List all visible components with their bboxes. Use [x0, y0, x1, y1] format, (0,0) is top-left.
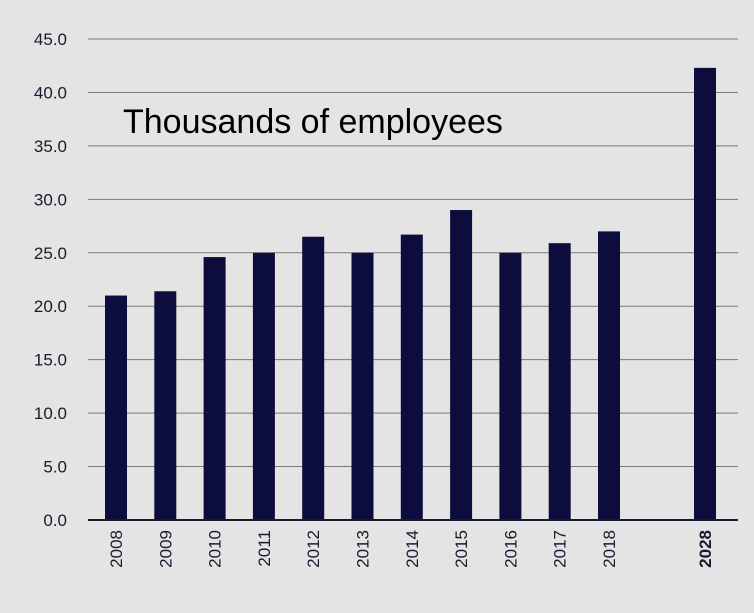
x-tick-label: 2009 — [156, 530, 175, 568]
y-tick-label: 15.0 — [34, 351, 67, 370]
chart-title: Thousands of employees — [123, 103, 503, 141]
x-tick-label: 2016 — [501, 530, 520, 568]
x-tick-label: 2012 — [304, 530, 323, 568]
bar-2014 — [400, 234, 423, 520]
bar-2017 — [548, 243, 571, 520]
x-tick-label: 2017 — [551, 530, 570, 568]
bar-2008 — [105, 295, 127, 520]
x-tick-label: 2014 — [403, 530, 422, 568]
y-tick-label: 5.0 — [43, 458, 67, 477]
bar-2028 — [694, 67, 716, 521]
bar-2016 — [499, 252, 522, 520]
bar-2011 — [252, 252, 275, 520]
bar-2009 — [154, 291, 177, 520]
x-tick-label: 2011 — [255, 530, 274, 567]
bar-2012 — [302, 236, 325, 520]
x-tick-label: 2018 — [600, 530, 619, 568]
bar-2018 — [598, 231, 620, 520]
y-tick-label: 45.0 — [34, 30, 67, 49]
bar-2013 — [351, 252, 374, 520]
bar-2015 — [450, 210, 473, 520]
y-tick-label: 0.0 — [43, 511, 67, 530]
x-axis-ticks: 2008 2009 2010 2011 2012 2013 2014 2015 2016 2017… — [107, 530, 715, 568]
y-tick-label: 10.0 — [34, 404, 67, 423]
y-axis-ticks: 0.0 5.0 10.0 15.0 20.0 25.0 30.0 35.0 40.0 45.0 — [34, 30, 67, 530]
bar-2010 — [203, 257, 226, 520]
bars — [105, 67, 716, 521]
x-tick-label: 2008 — [107, 530, 126, 568]
y-tick-label: 25.0 — [34, 244, 67, 263]
y-tick-label: 40.0 — [34, 83, 67, 102]
y-tick-label: 30.0 — [34, 190, 67, 209]
x-tick-label: 2010 — [206, 530, 225, 568]
x-tick-label: 2028 — [696, 530, 715, 568]
x-tick-label: 2013 — [354, 530, 373, 568]
y-tick-label: 35.0 — [34, 137, 67, 156]
y-tick-label: 20.0 — [34, 297, 67, 316]
x-tick-label: 2015 — [452, 530, 471, 568]
